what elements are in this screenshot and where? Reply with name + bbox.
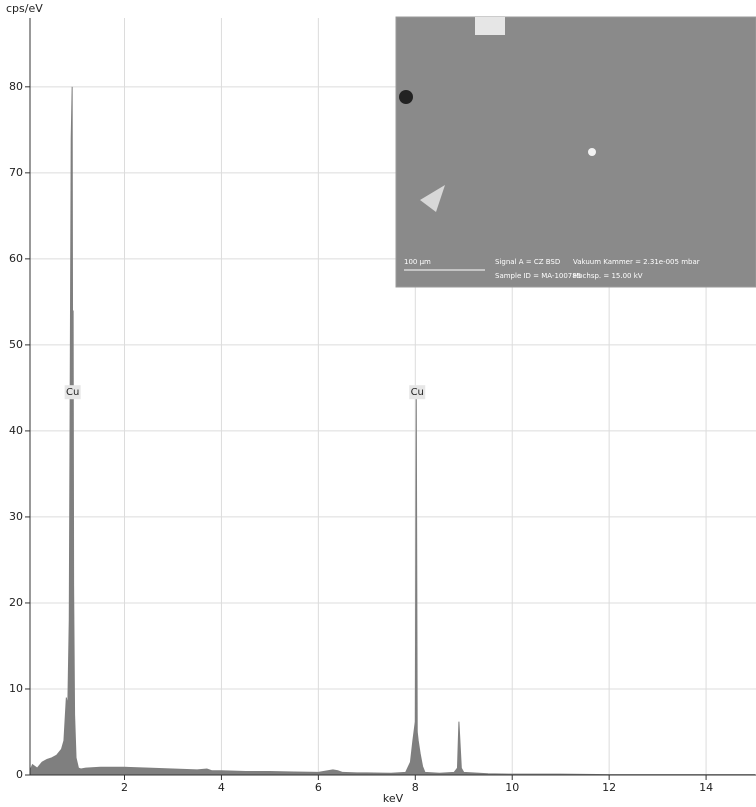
- x-tick-label: 4: [218, 781, 225, 794]
- y-tick-label: 60: [9, 252, 23, 265]
- x-tick-label: 10: [505, 781, 519, 794]
- x-tick-label: 14: [699, 781, 713, 794]
- y-axis-label: cps/eV: [6, 2, 43, 15]
- x-tick-label: 8: [412, 781, 419, 794]
- sem-info: Hochsp. = 15.00 kV: [573, 272, 643, 280]
- sem-info: Signal A = CZ BSD: [495, 258, 560, 266]
- y-tick-label: 50: [9, 338, 23, 351]
- sem-info: Sample ID = MA-100785: [495, 272, 581, 280]
- peak-label: Cu: [66, 387, 79, 398]
- sem-image-background: [396, 17, 756, 287]
- y-tick-label: 0: [16, 768, 23, 781]
- scale-bar-label: 100 µm: [404, 258, 431, 266]
- sem-info: Vakuum Kammer = 2.31e-005 mbar: [573, 258, 700, 266]
- sem-feature: [588, 148, 596, 156]
- x-tick-label: 12: [602, 781, 616, 794]
- x-tick-label: 2: [121, 781, 128, 794]
- y-tick-label: 70: [9, 166, 23, 179]
- y-tick-label: 30: [9, 510, 23, 523]
- sem-image: 100 µm Signal A = CZ BSD Vakuum Kammer =…: [396, 17, 756, 287]
- sem-feature: [475, 17, 505, 35]
- y-tick-label: 80: [9, 80, 23, 93]
- x-tick-label: 6: [315, 781, 322, 794]
- x-axis-label: keV: [383, 792, 404, 805]
- y-tick-label: 20: [9, 596, 23, 609]
- peak-label: Cu: [411, 387, 424, 398]
- y-tick-label: 10: [9, 682, 23, 695]
- y-tick-label: 40: [9, 424, 23, 437]
- sem-feature: [399, 90, 413, 104]
- chart: cps/eV keV 100 µm Signal A = CZ BSD Vaku…: [0, 0, 756, 807]
